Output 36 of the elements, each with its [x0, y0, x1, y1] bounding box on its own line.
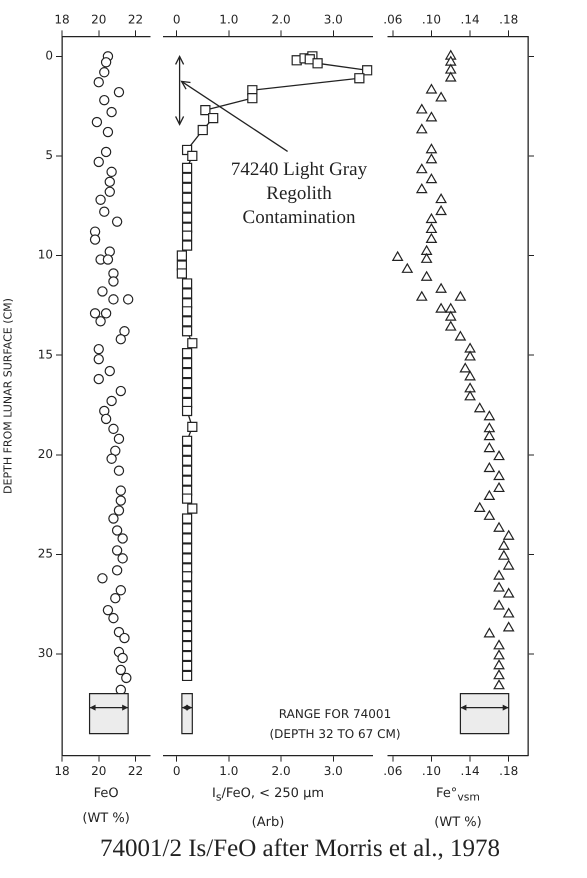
x2-tick-label: 1.0: [219, 12, 238, 26]
y-tick-label: 15: [38, 347, 53, 362]
x-tick-label: 1.0: [219, 764, 238, 778]
x-tick-label: .10: [422, 764, 441, 778]
x-tick-label: 22: [128, 764, 144, 778]
x2-tick-label: .14: [460, 12, 480, 26]
x-axis-title: FeO (WT %): [81, 785, 131, 828]
x-tick-label: 18: [54, 764, 70, 778]
x2-tick-label: 18: [54, 12, 70, 26]
x-tick-label: 2.0: [272, 764, 291, 778]
y-tick-label: 20: [38, 446, 53, 461]
x-tick-label: 0: [172, 764, 180, 778]
y-tick-label: 25: [38, 546, 53, 561]
x-axis-title: Fe°$_{vsm}$ (WT %): [433, 785, 483, 832]
x2-tick-label: .10: [422, 12, 441, 26]
x-tick-label: 3.0: [324, 764, 343, 778]
x-tick-label: 20: [91, 764, 106, 778]
x-axis-title: I$_{s}$/FeO, < 250 µm (Arb): [210, 785, 326, 832]
x2-tick-label: .06: [383, 12, 402, 26]
x2-tick-label: 3.0: [324, 12, 343, 26]
y-tick-label: 10: [38, 248, 53, 262]
x2-tick-label: 22: [128, 12, 144, 26]
y-axis-title: DEPTH FROM LUNAR SURFACE (CM): [1, 298, 14, 494]
x2-tick-label: 2.0: [272, 12, 291, 26]
x-tick-label: .06: [383, 764, 402, 778]
y-tick-label: 30: [38, 646, 53, 660]
x2-tick-label: 20: [91, 12, 106, 26]
y-tick-label: 0: [45, 48, 53, 62]
x2-tick-label: 0: [172, 12, 180, 26]
annotation: RANGE FOR 74001 (DEPTH 32 TO 67 CM): [268, 706, 402, 743]
text: 74001/2 Is/FeO after Morris et al., 1978: [99, 834, 501, 864]
x2-tick-label: .18: [499, 12, 518, 26]
x-tick-label: .18: [499, 764, 518, 778]
annotation: 74240 Light Gray Regolith Contamination: [230, 159, 368, 228]
y-tick-label: 5: [45, 148, 53, 162]
x-tick-label: .14: [460, 764, 480, 778]
